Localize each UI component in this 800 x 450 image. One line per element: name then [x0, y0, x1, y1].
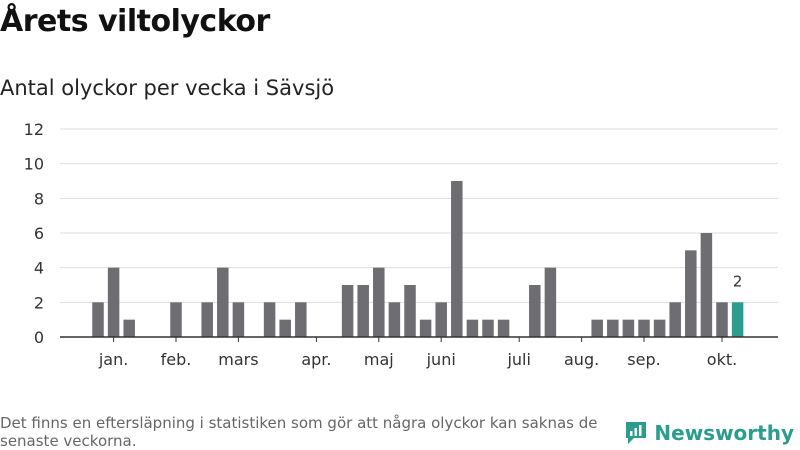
bar	[638, 319, 650, 337]
bar	[279, 319, 291, 337]
y-tick-label: 4	[34, 259, 44, 278]
bar	[404, 285, 416, 337]
bar-highlighted	[731, 302, 744, 337]
bar	[669, 302, 681, 337]
bars	[92, 181, 744, 337]
month-label: apr.	[301, 350, 331, 369]
bar	[341, 285, 354, 337]
chart-title: Årets viltolyckor	[0, 4, 270, 39]
month-label: mars	[218, 350, 258, 369]
bar	[529, 285, 541, 337]
month-label: juli	[506, 350, 530, 369]
bar	[357, 285, 369, 337]
bar	[419, 319, 432, 337]
y-axis-ticks: 0 2 4 6 8 10 12	[24, 120, 44, 347]
bar	[373, 267, 385, 337]
y-tick-label: 6	[34, 224, 44, 243]
bar	[92, 302, 104, 337]
month-label: feb.	[161, 350, 192, 369]
bar	[622, 319, 635, 337]
bar	[497, 319, 510, 337]
x-axis: jan. feb. mars apr. maj juni juli aug. sep. okt.	[60, 336, 778, 369]
bar	[435, 302, 447, 337]
bar	[295, 302, 307, 337]
bar	[123, 319, 135, 337]
bar	[591, 319, 603, 337]
bar	[685, 250, 697, 337]
bar	[451, 181, 463, 337]
bar	[607, 319, 619, 337]
y-tick-label: 2	[34, 293, 44, 312]
grid-lines	[60, 128, 778, 303]
bar	[107, 267, 120, 337]
bar	[263, 302, 276, 337]
newsworthy-logo-icon	[626, 422, 647, 444]
footnote: Det finns en eftersläpning i statistiken…	[0, 414, 598, 450]
bar	[653, 319, 666, 337]
bar	[170, 302, 182, 337]
data-label: 2	[733, 272, 743, 290]
bar	[217, 267, 229, 337]
month-label: okt.	[707, 350, 737, 369]
y-tick-label: 12	[24, 120, 44, 139]
y-tick-label: 0	[34, 328, 44, 347]
data-labels: 2	[733, 272, 743, 290]
bar	[466, 319, 479, 337]
y-tick-label: 10	[24, 155, 44, 174]
month-label: aug.	[564, 350, 599, 369]
month-label: juni	[426, 350, 456, 369]
chart-subtitle: Antal olyckor per vecka i Sävsjö	[0, 76, 335, 100]
bar-chart: 0 2 4 6 8 10 12 2 jan. feb. mars apr. maj juni juli a…	[24, 120, 778, 369]
logo-text: Newsworthy	[654, 421, 794, 445]
bar	[700, 233, 713, 337]
month-label: jan.	[98, 350, 128, 369]
bar	[716, 302, 728, 337]
bar	[482, 319, 494, 337]
bar	[201, 302, 213, 337]
newsworthy-logo[interactable]: Newsworthy	[624, 420, 794, 446]
bar	[388, 302, 401, 337]
bar	[232, 302, 245, 337]
month-label: maj	[364, 350, 394, 369]
month-label: sep.	[627, 350, 660, 369]
bar	[544, 267, 557, 337]
y-tick-label: 8	[34, 189, 44, 208]
